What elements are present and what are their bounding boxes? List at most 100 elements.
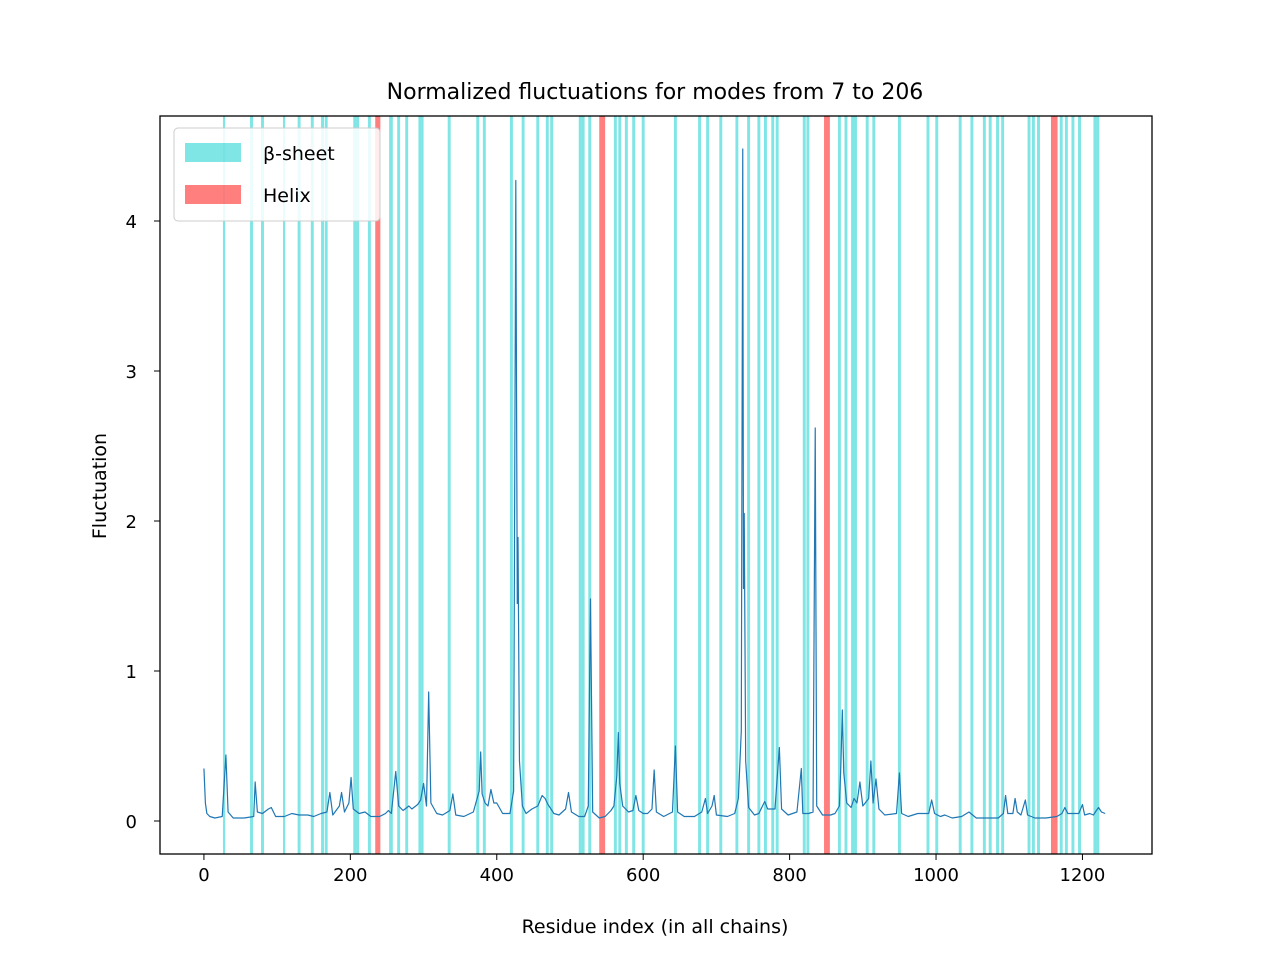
beta-sheet-band xyxy=(897,116,901,854)
legend-box xyxy=(173,127,381,222)
beta-sheet-band xyxy=(482,116,486,854)
legend-label-beta-sheet: β-sheet xyxy=(263,143,335,165)
y-tick-label: 1 xyxy=(126,662,137,683)
beta-sheet-band xyxy=(958,116,962,854)
beta-sheet-band xyxy=(356,116,360,854)
beta-sheet-band xyxy=(613,116,617,854)
beta-sheet-band xyxy=(673,116,677,854)
beta-sheet-band xyxy=(1071,116,1075,854)
beta-sheet-band xyxy=(865,116,869,854)
beta-sheet-band xyxy=(775,116,779,854)
y-tick-label: 3 xyxy=(126,362,137,383)
beta-sheet-band xyxy=(988,116,992,854)
beta-sheet-band xyxy=(1027,116,1031,854)
beta-sheet-band xyxy=(324,116,328,854)
beta-sheet-band xyxy=(222,116,226,854)
beta-sheet-band xyxy=(719,116,723,854)
x-tick-label: 0 xyxy=(198,865,209,886)
x-tick-label: 400 xyxy=(480,865,514,886)
beta-sheet-band xyxy=(421,116,424,854)
beta-sheet-band xyxy=(698,116,702,854)
beta-sheet-band xyxy=(632,116,636,854)
beta-sheet-band xyxy=(418,116,422,854)
beta-sheet-band xyxy=(578,116,582,854)
beta-sheet-band xyxy=(747,116,751,854)
fluctuation-line xyxy=(203,148,1106,819)
plot-frame xyxy=(159,115,1153,855)
beta-sheet-band xyxy=(353,116,357,854)
beta-sheet-band xyxy=(588,116,592,854)
x-tick-label: 1000 xyxy=(913,865,959,886)
beta-sheet-band xyxy=(397,116,401,854)
y-tick-label: 0 xyxy=(126,812,137,833)
beta-sheet-band xyxy=(321,116,324,854)
beta-sheet-band xyxy=(802,116,806,854)
legend: β-sheet Helix xyxy=(173,127,381,222)
beta-sheet-band xyxy=(1037,116,1040,854)
y-axis: 0 1 2 3 4 xyxy=(126,212,160,833)
chart-title: Normalized fluctuations for modes from 7… xyxy=(387,80,924,105)
helix-band xyxy=(824,116,830,854)
beta-sheet-band xyxy=(550,116,554,854)
beta-sheet-band xyxy=(282,116,286,854)
beta-sheet-band xyxy=(735,116,739,854)
helix-band xyxy=(375,116,381,854)
beta-sheet-band xyxy=(509,116,513,854)
beta-sheet-band xyxy=(1078,116,1081,854)
beta-sheet-band xyxy=(1059,116,1063,854)
beta-sheet-band xyxy=(476,116,480,854)
y-tick-label: 2 xyxy=(126,512,137,533)
beta-sheet-band xyxy=(872,116,876,854)
beta-sheet-band xyxy=(521,116,525,854)
x-tick-label: 1200 xyxy=(1060,865,1106,886)
beta-sheet-band xyxy=(763,116,767,854)
beta-sheet-band xyxy=(389,116,393,854)
beta-sheet-band xyxy=(367,116,371,854)
legend-swatch-beta-sheet xyxy=(185,143,241,162)
beta-sheet-band xyxy=(854,116,857,854)
helix-band xyxy=(599,116,606,854)
beta-sheet-band xyxy=(250,116,253,854)
y-axis-label: Fluctuation xyxy=(89,433,111,539)
beta-sheet-band xyxy=(641,116,645,854)
beta-sheet-band xyxy=(996,116,999,854)
beta-sheet-band xyxy=(405,116,409,854)
x-axis: 0 200 400 600 800 1000 1200 xyxy=(198,854,1105,886)
legend-label-helix: Helix xyxy=(263,185,311,207)
beta-sheet-band xyxy=(926,116,930,854)
beta-sheet-band xyxy=(851,116,855,854)
beta-sheet-band xyxy=(618,116,622,854)
beta-sheet-band xyxy=(1093,116,1097,854)
beta-sheet-band xyxy=(261,116,264,854)
x-axis-label: Residue index (in all chains) xyxy=(522,916,789,938)
beta-sheet-band xyxy=(970,116,974,854)
beta-sheet-band xyxy=(771,116,775,854)
beta-sheet-band xyxy=(310,116,314,854)
beta-sheet-band xyxy=(536,116,540,854)
beta-sheet-band xyxy=(982,116,986,854)
beta-sheet-band xyxy=(1064,116,1068,854)
y-tick-label: 4 xyxy=(126,212,137,233)
beta-sheet-band xyxy=(545,116,549,854)
beta-sheet-band xyxy=(447,116,451,854)
x-tick-label: 600 xyxy=(626,865,660,886)
beta-sheet-band xyxy=(1031,116,1035,854)
beta-sheet-band xyxy=(706,116,710,854)
beta-sheet-band xyxy=(935,116,939,854)
beta-sheet-band xyxy=(1096,116,1100,854)
beta-sheet-band xyxy=(624,116,628,854)
beta-sheet-band xyxy=(581,116,585,854)
x-tick-label: 200 xyxy=(333,865,367,886)
beta-sheet-band xyxy=(757,116,761,854)
secondary-structure-bands xyxy=(222,116,1100,854)
beta-sheet-band xyxy=(297,116,301,854)
beta-sheet-band xyxy=(844,116,848,854)
beta-sheet-band xyxy=(806,116,810,854)
x-tick-label: 800 xyxy=(772,865,806,886)
fluctuation-series xyxy=(203,148,1106,819)
beta-sheet-band xyxy=(1001,116,1005,854)
beta-sheet-band xyxy=(837,116,841,854)
helix-band xyxy=(1050,116,1058,854)
